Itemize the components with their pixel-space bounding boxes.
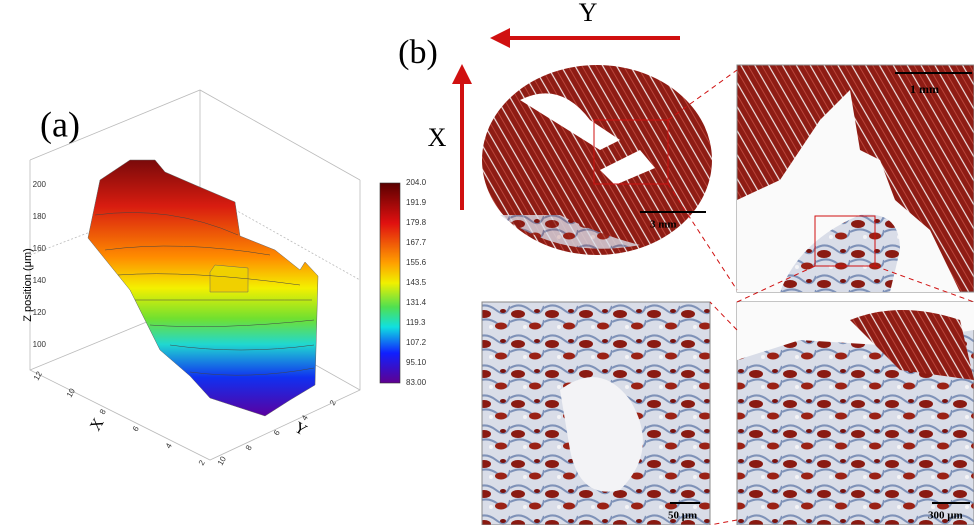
scale-bar-label: 3 mm [650, 219, 677, 231]
z-tick-label: 140 [33, 276, 47, 285]
colorbar-tick-label: 143.5 [406, 278, 427, 287]
arrow-label: Y [579, 0, 598, 27]
x-tick-label: 12 [32, 369, 45, 382]
z-tick-label: 180 [33, 212, 47, 221]
z-tick-label: 160 [33, 244, 47, 253]
colorbar-tick-label: 191.9 [406, 198, 427, 207]
z-tick-label: 200 [33, 180, 47, 189]
surface [88, 160, 318, 416]
x-tick-label: 6 [131, 424, 141, 433]
colorbar-tick-label: 107.2 [406, 338, 427, 347]
panel-label: (a) [40, 104, 80, 144]
y-tick-label: 2 [328, 398, 338, 407]
colorbar-tick-label: 179.8 [406, 218, 427, 227]
colorbar [380, 183, 400, 383]
arrow-label: X [428, 123, 447, 152]
scale-bar-label: 300 μm [928, 510, 963, 522]
y-tick-label: 8 [244, 443, 254, 452]
scale-bar-label: 50 μm [668, 510, 697, 522]
panel-label: (b) [398, 34, 438, 71]
colorbar-tick-label: 131.4 [406, 298, 427, 307]
colorbar-tick-label: 155.6 [406, 258, 427, 267]
heart-section [482, 65, 712, 255]
figure: (a) Z position (μm) X Y (b) Y X 3 mm 1 m… [0, 0, 974, 525]
z-tick-label: 100 [33, 340, 47, 349]
x-tick-label: 4 [164, 441, 174, 450]
colorbar-tick-label: 95.10 [406, 358, 427, 367]
scale-bar-label: 1 mm [910, 82, 939, 96]
colorbar-tick-label: 204.0 [406, 178, 427, 187]
arrow-head [452, 64, 472, 84]
x-axis-label: X [87, 415, 108, 434]
colorbar-tick-label: 119.3 [406, 318, 426, 327]
x-tick-label: 2 [197, 458, 207, 467]
colorbar-tick-label: 167.7 [406, 238, 427, 247]
colorbar-tick-label: 83.00 [406, 378, 427, 387]
z-tick-label: 120 [33, 308, 47, 317]
y-tick-label: 6 [272, 428, 282, 437]
arrow-head [490, 28, 510, 48]
